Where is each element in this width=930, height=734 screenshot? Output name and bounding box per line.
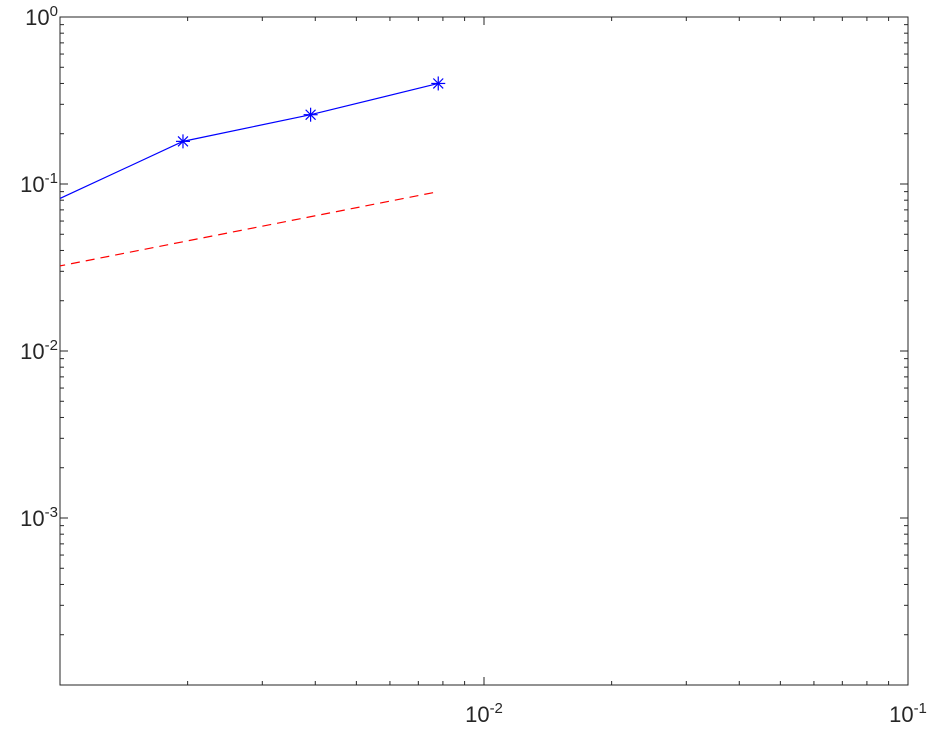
y-tick-label: 10-3	[20, 504, 58, 531]
series-layer	[60, 76, 446, 267]
marker-stroke	[177, 135, 189, 147]
series-line	[60, 191, 439, 267]
marker-stroke	[432, 78, 444, 89]
marker-stroke	[305, 109, 316, 121]
data-point-marker	[303, 107, 318, 122]
y-tick-label: 10-2	[20, 337, 58, 364]
y-tick-label: 100	[25, 3, 58, 30]
series-1	[60, 76, 446, 200]
y-tick-label: 10-1	[20, 170, 58, 197]
series-line	[60, 82, 439, 200]
data-point-marker	[175, 134, 190, 149]
x-tick-label: 10-2	[465, 700, 503, 727]
axes-layer: 10-2 10-1 100 10-1 10-2 10-3	[20, 3, 927, 727]
plot-area	[59, 16, 909, 686]
series-2	[60, 191, 439, 267]
x-tick-label: 10-1	[889, 700, 927, 727]
data-point-marker	[431, 76, 446, 91]
